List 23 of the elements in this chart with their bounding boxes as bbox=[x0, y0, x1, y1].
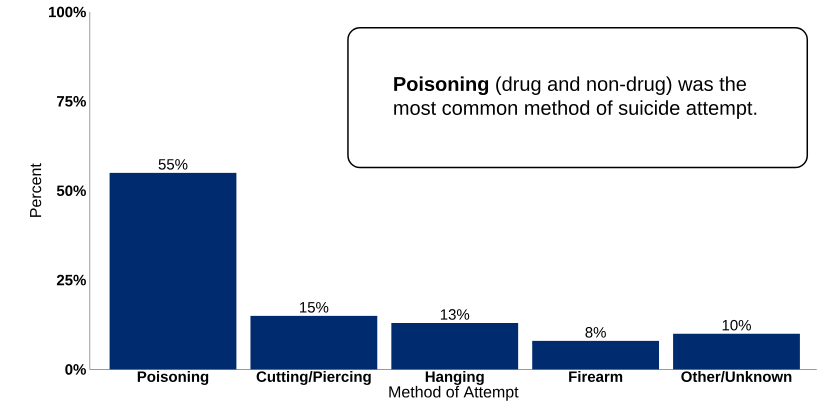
bar bbox=[673, 334, 800, 370]
y-tick-label: 0% bbox=[65, 364, 86, 375]
x-tick-label: Poisoning bbox=[138, 370, 208, 385]
bar bbox=[391, 322, 518, 370]
y-tick-label: 25% bbox=[56, 274, 86, 286]
x-tick-label: Other/Unknown bbox=[681, 370, 792, 382]
y-tick-label: 75% bbox=[57, 96, 86, 106]
data-label: 55% bbox=[158, 158, 188, 170]
data-label: 15% bbox=[300, 302, 328, 312]
bar bbox=[250, 316, 378, 370]
data-label: 8% bbox=[585, 326, 606, 338]
data-label: 10% bbox=[722, 320, 751, 330]
x-axis-title: Method of Attempt bbox=[389, 386, 518, 401]
y-tick-label: 50% bbox=[56, 185, 86, 196]
bar bbox=[532, 340, 660, 370]
y-tick-label: 100% bbox=[48, 6, 86, 18]
annotation: Poisoning (drug and non-drug) was the most common method of suicide attempt. bbox=[394, 76, 756, 119]
y-axis-title: Percent bbox=[30, 163, 42, 217]
bar bbox=[110, 172, 236, 370]
data-label: 13% bbox=[440, 308, 470, 320]
x-tick-label: Cutting/Piercing bbox=[256, 370, 371, 385]
x-tick-label: Hanging bbox=[426, 370, 484, 385]
x-tick-label: Firearm bbox=[569, 370, 622, 382]
